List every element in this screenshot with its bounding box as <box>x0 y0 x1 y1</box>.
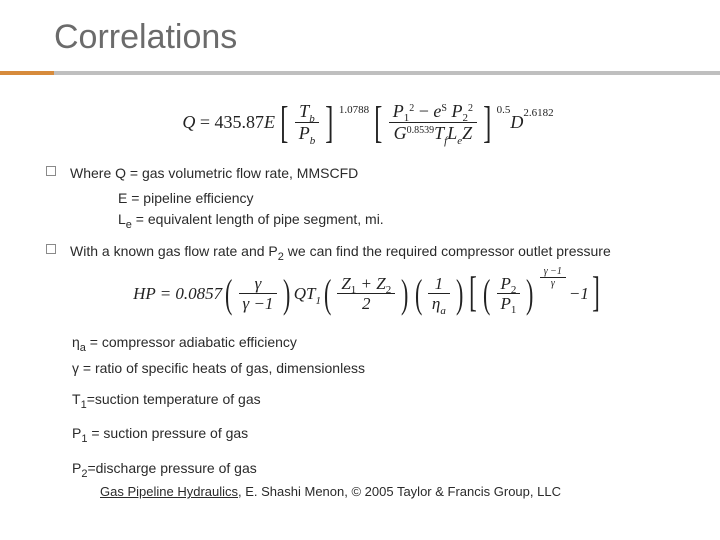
definitions: ηa = compressor adiabatic efficiency γ =… <box>72 332 690 482</box>
def-eta: ηa = compressor adiabatic efficiency <box>72 332 690 356</box>
f2-qt: QT1 <box>294 284 321 304</box>
title-divider <box>0 71 720 75</box>
divider-accent <box>0 71 54 75</box>
bullet-where: Where Q = gas volumetric flow rate, MMSC… <box>46 163 690 183</box>
f2-minus1: −1 <box>569 284 589 304</box>
def-p1: P1 = suction pressure of gas <box>72 423 690 447</box>
where-line-e: E = pipeline efficiency <box>118 188 690 209</box>
citation-rest: , E. Shashi Menon, © 2005 Taylor & Franc… <box>238 484 561 499</box>
f1-d: D2.6182 <box>510 112 553 133</box>
bullet-known: With a known gas flow rate and P2 we can… <box>46 241 690 266</box>
bullet-icon <box>46 244 56 254</box>
bullet-icon <box>46 166 56 176</box>
f2-p-frac: P2 P1 <box>497 274 521 314</box>
f1-bracket1: [ Tb Pb ] <box>277 101 337 143</box>
bullet-where-text: Where Q = gas volumetric flow rate, MMSC… <box>70 163 690 183</box>
formula-q: Q = 435.87E [ Tb Pb ] 1.0788 [ P12 − eS … <box>46 101 690 143</box>
f1-bracket2: [ P12 − eS P22 G0.8539TfLeZ ] <box>371 101 495 143</box>
divider-rest <box>54 71 720 75</box>
bullet-known-text: With a known gas flow rate and P2 we can… <box>70 241 690 266</box>
f2-exp: γ −1γ <box>537 266 569 290</box>
page-title: Correlations <box>0 0 720 71</box>
def-t1: T1=suction temperature of gas <box>72 389 690 413</box>
f2-lhs: HP = 0.0857 <box>133 284 222 304</box>
f2-z-frac: Z1 + Z2 2 <box>337 274 395 314</box>
def-gamma: γ = ratio of specific heats of gas, dime… <box>72 358 690 379</box>
formula-hp: HP = 0.0857 ( γγ −1 ) QT1 ( Z1 + Z2 2 ) … <box>46 274 690 314</box>
f2-eta-frac: 1 ηa <box>428 274 450 314</box>
f1-exp2: 0.5 <box>497 104 511 116</box>
f1-exp1: 1.0788 <box>339 104 369 116</box>
f2-gamma-frac: γγ −1 <box>239 274 278 314</box>
slide-content: Q = 435.87E [ Tb Pb ] 1.0788 [ P12 − eS … <box>0 101 720 499</box>
citation: Gas Pipeline Hydraulics, E. Shashi Menon… <box>100 484 690 499</box>
citation-book: Gas Pipeline Hydraulics <box>100 484 238 499</box>
def-p2: P2=discharge pressure of gas <box>72 458 690 482</box>
f1-lhs: Q = 435.87E <box>182 112 275 133</box>
where-line-le: Le = equivalent length of pipe segment, … <box>118 209 690 233</box>
